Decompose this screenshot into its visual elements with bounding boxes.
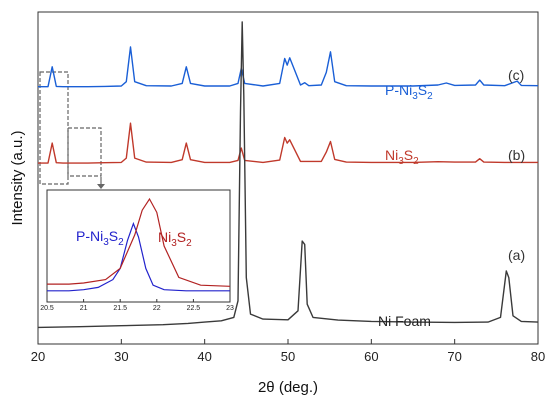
label-ni-foam: Ni Foam xyxy=(378,313,431,329)
y-axis-title: Intensity (a.u.) xyxy=(9,130,26,225)
inset-tick-label: 21.5 xyxy=(113,305,127,312)
inset-label-p-ni3s2: P-Ni3S2 xyxy=(76,228,124,248)
inset-tick-label: 23 xyxy=(226,305,234,312)
x-ticks: 20 30 40 50 60 70 80 xyxy=(31,339,545,364)
label-ni3s2: Ni3S2 xyxy=(385,147,419,167)
tag-b: (b) xyxy=(508,147,525,163)
inset-label-ni3s2: Ni3S2 xyxy=(158,229,192,249)
inset-series-line-0 xyxy=(47,221,230,292)
inset-ticks: 20.5 21 21.5 22 22.5 23 xyxy=(40,299,234,312)
series-group xyxy=(37,21,539,329)
inset-tick-label: 22 xyxy=(153,305,161,312)
label-p-ni3s2: P-Ni3S2 xyxy=(385,82,433,102)
zoom-box xyxy=(67,127,102,177)
series-line-c xyxy=(38,46,539,88)
x-tick-label: 50 xyxy=(281,349,295,364)
inset-tick-label: 22.5 xyxy=(187,305,201,312)
inset-tick-label: 21 xyxy=(80,305,88,312)
x-tick-label: 30 xyxy=(114,349,128,364)
x-tick-label: 70 xyxy=(447,349,461,364)
inset-series-line-1 xyxy=(47,197,231,287)
x-tick-label: 80 xyxy=(531,349,545,364)
inset: 20.5 21 21.5 22 22.5 23 P-Ni3S2 Ni3S2 xyxy=(40,189,234,312)
tag-c: (c) xyxy=(508,67,524,83)
inset-series xyxy=(47,197,231,292)
tag-a: (a) xyxy=(508,247,525,263)
highlight-box xyxy=(39,71,69,185)
x-tick-label: 60 xyxy=(364,349,378,364)
zoom-arrow-head xyxy=(97,184,105,189)
x-tick-label: 20 xyxy=(31,349,45,364)
x-axis-title: 2θ (deg.) xyxy=(258,379,318,396)
series-line-b xyxy=(38,122,538,164)
series-line-a xyxy=(37,21,539,329)
x-tick-label: 40 xyxy=(197,349,211,364)
inset-tick-label: 20.5 xyxy=(40,305,54,312)
